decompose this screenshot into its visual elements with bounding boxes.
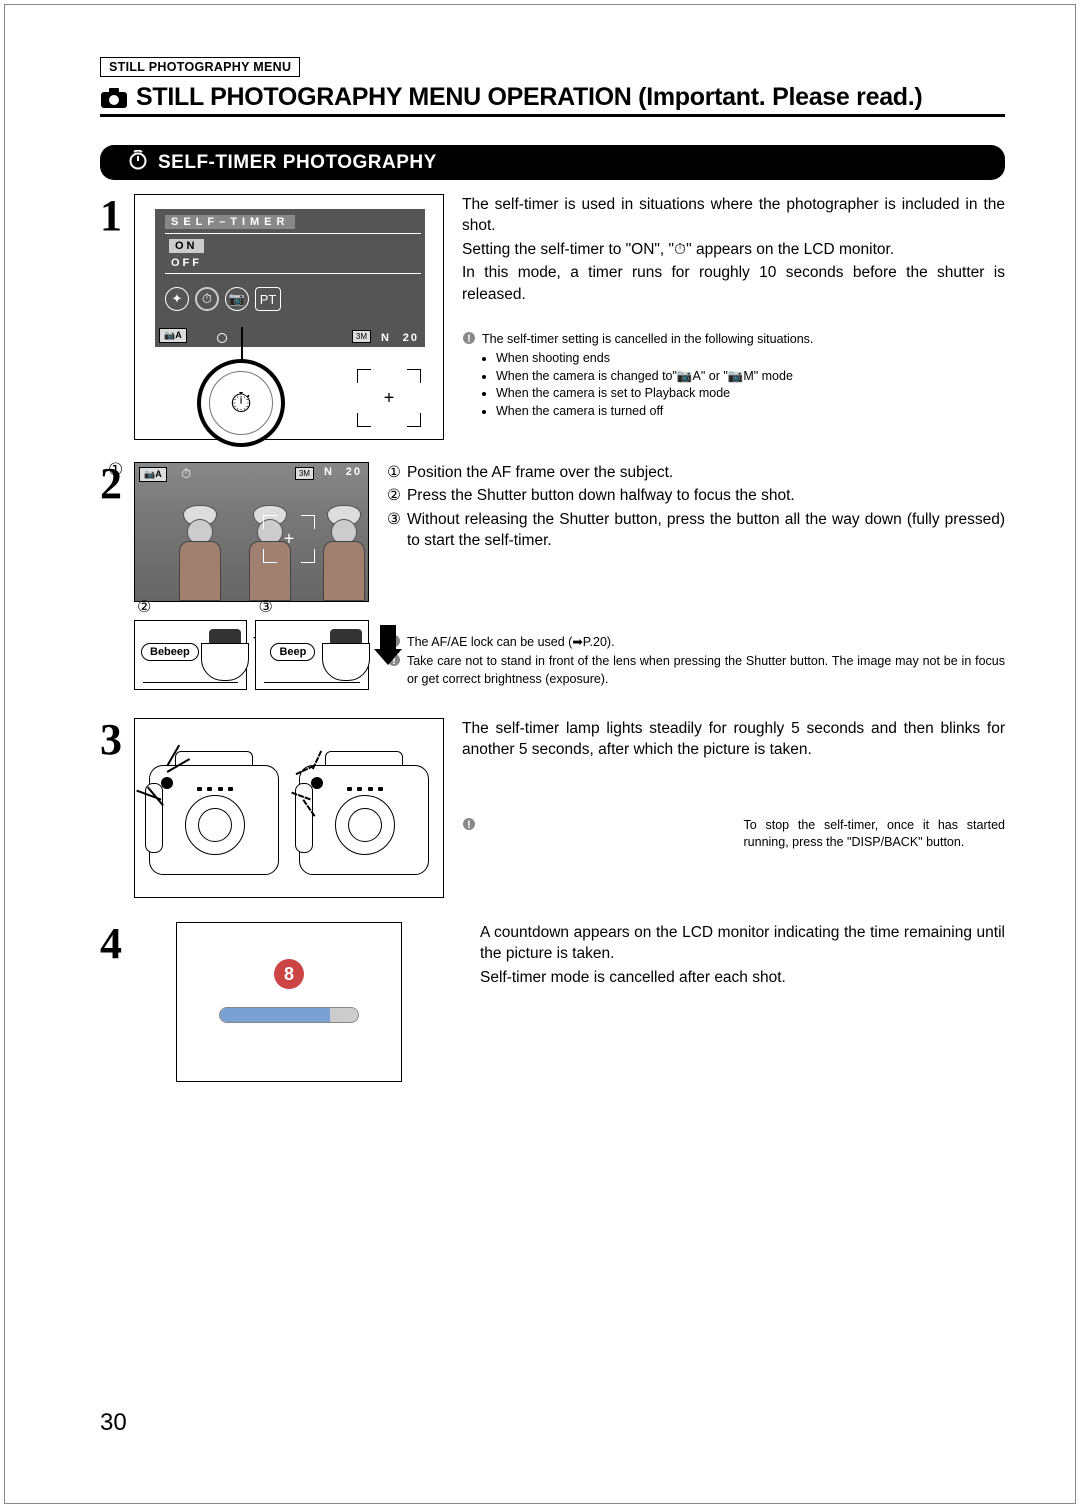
section-title: SELF-TIMER PHOTOGRAPHY [158, 152, 437, 174]
step2-text: ①Position the AF frame over the subject.… [387, 462, 1005, 690]
step-number: 1 [100, 194, 134, 440]
step-2: 2 ① 📷A ⏱ 3M N 20 + ② Bebeep [100, 462, 1005, 690]
callout-1: ① [108, 460, 123, 480]
countdown-value: 8 [274, 959, 304, 989]
lcd-option-off: OFF [171, 257, 202, 269]
bebeep-label: Bebeep [141, 643, 199, 661]
main-title-row: STILL PHOTOGRAPHY MENU OPERATION (Import… [100, 83, 1005, 117]
caution-icon: ! [462, 331, 478, 349]
self-timer-icon [128, 150, 148, 175]
shutter-half-illustration: ② Bebeep [134, 620, 247, 690]
page: STILL PHOTOGRAPHY MENU STILL PHOTOGRAPHY… [4, 4, 1076, 1504]
step2-notes: !The AF/AE lock can be used (➡P.20). !Ta… [387, 634, 1005, 689]
step-number: 3 [100, 718, 134, 898]
step3-camera-illustration [134, 718, 444, 898]
step-1: 1 SELF–TIMER ON OFF ✦⏱📷PT 📷A 3M N 20 ⏱ [100, 194, 1005, 440]
step1-text: The self-timer is used in situations whe… [462, 194, 1005, 440]
step-4: 4 8 A countdown appears on the LCD monit… [100, 922, 1005, 1082]
step-3: 3 The self-timer lamp lig [100, 718, 1005, 898]
callout-3: ③ [258, 597, 272, 617]
step2-photo-illustration: 📷A ⏱ 3M N 20 + [134, 462, 369, 602]
svg-text:!: ! [467, 819, 471, 831]
step4-text: A countdown appears on the LCD monitor i… [480, 922, 1005, 1082]
main-title: STILL PHOTOGRAPHY MENU OPERATION (Import… [136, 83, 922, 112]
shutter-full-illustration: ③ Beep [255, 620, 368, 690]
caution-icon: ! [462, 817, 478, 835]
step3-text: The self-timer lamp lights steadily for … [462, 718, 1005, 898]
step1-lcd-illustration: SELF–TIMER ON OFF ✦⏱📷PT 📷A 3M N 20 ⏱ + [134, 194, 444, 440]
lcd-menu-title: SELF–TIMER [165, 215, 295, 229]
step-number: 2 [100, 462, 134, 690]
countdown-bar [219, 1007, 359, 1023]
focus-frame-icon: + [357, 369, 421, 427]
camera-icon [100, 87, 128, 109]
step-number: 4 [100, 922, 134, 1082]
svg-text:!: ! [467, 333, 471, 345]
callout-2: ② [137, 597, 151, 617]
lcd-option-on: ON [169, 239, 204, 253]
step4-countdown-illustration: 8 [176, 922, 402, 1082]
section-bar: SELF-TIMER PHOTOGRAPHY [100, 145, 1005, 180]
step1-notes: ! The self-timer setting is cancelled in… [462, 331, 1005, 421]
breadcrumb: STILL PHOTOGRAPHY MENU [100, 57, 300, 77]
step3-notes: !To stop the self-timer, once it has sta… [462, 817, 1005, 852]
page-number: 30 [100, 1409, 127, 1437]
arrow-full-icon [374, 625, 402, 677]
beep-label: Beep [270, 643, 315, 661]
magnifier-icon: ⏱ [197, 359, 285, 447]
